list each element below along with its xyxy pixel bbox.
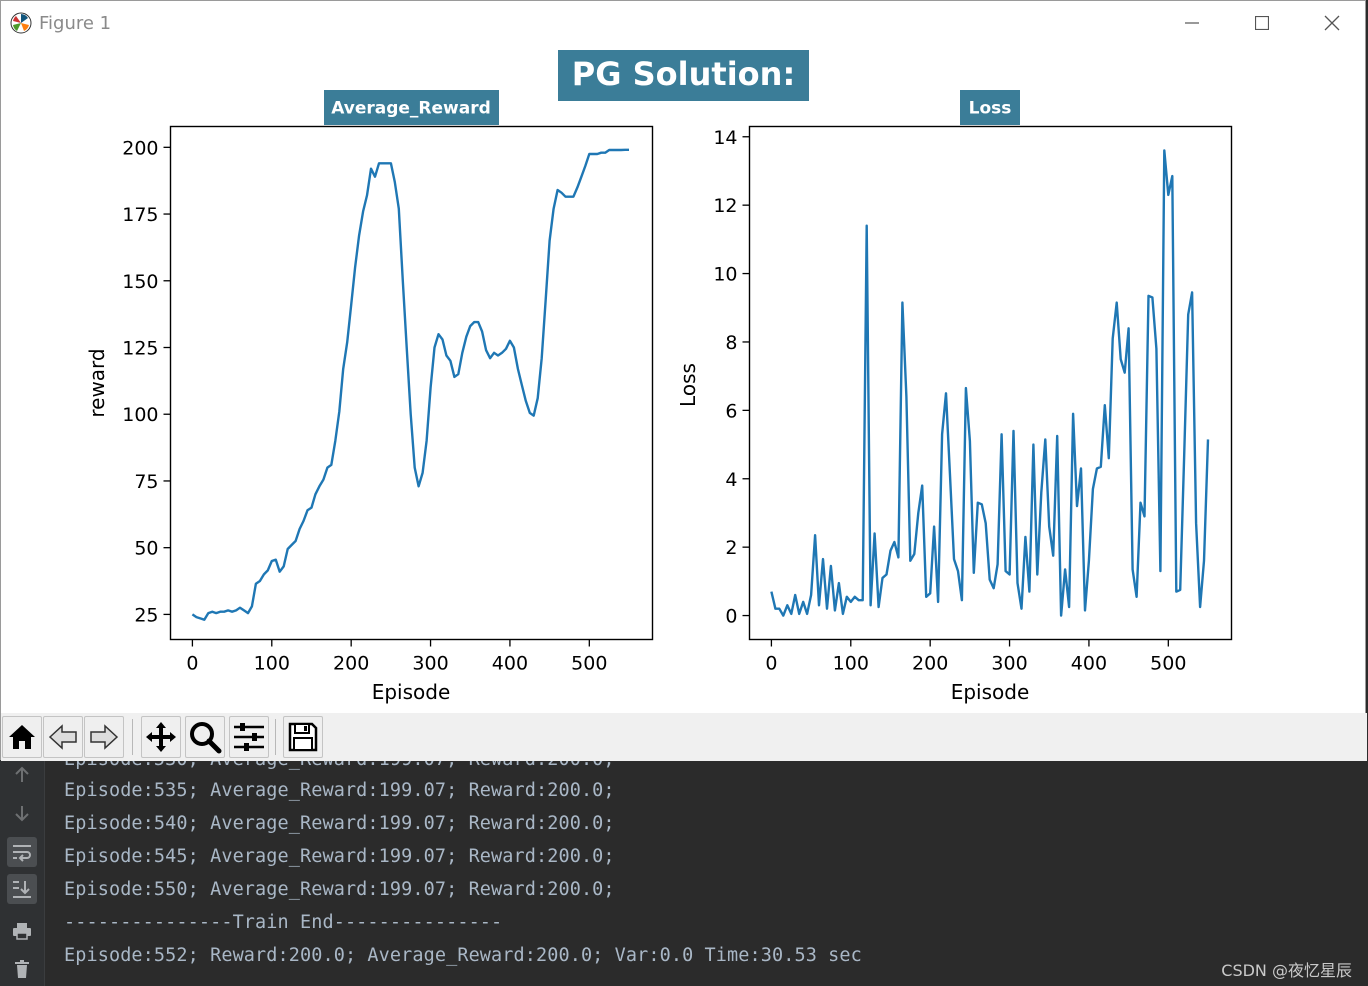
loss-title: Loss xyxy=(969,99,1012,119)
average-reward-ytick-label: 100 xyxy=(122,404,158,426)
toolbar-separator xyxy=(132,719,133,755)
loss-ytick-label: 2 xyxy=(725,537,737,559)
soft-wrap-icon[interactable] xyxy=(7,837,37,867)
close-button[interactable] xyxy=(1299,1,1365,45)
average-reward-ytick-label: 200 xyxy=(122,137,158,159)
average-reward-xtick-label: 500 xyxy=(571,653,607,675)
maximize-button[interactable] xyxy=(1229,1,1295,45)
window-title: Figure 1 xyxy=(39,13,112,34)
figure-window: Figure 1 PG Solution: Average_Reward 0 10… xyxy=(0,0,1367,761)
loss-ytick-label: 6 xyxy=(725,400,737,422)
minimize-icon xyxy=(1185,22,1199,24)
average-reward-ytick-label: 125 xyxy=(122,338,158,360)
average-reward-xtick-label: 200 xyxy=(333,653,369,675)
zoom-icon xyxy=(190,722,222,754)
title-bar[interactable]: Figure 1 xyxy=(1,1,1365,45)
pan-icon xyxy=(146,722,176,752)
average-reward-xtick-label: 0 xyxy=(186,653,198,675)
scroll-up-icon[interactable] xyxy=(7,760,37,790)
save-icon xyxy=(288,722,318,752)
scroll-to-end-icon[interactable] xyxy=(7,874,37,904)
average-reward-ylabel: reward xyxy=(85,348,109,417)
loss-ytick-label: 14 xyxy=(713,127,737,149)
loss-xtick-label: 500 xyxy=(1150,653,1186,675)
loss-ytick-label: 4 xyxy=(725,469,737,491)
back-button[interactable] xyxy=(43,716,83,758)
console-line: Episode:535; Average_Reward:199.07; Rewa… xyxy=(64,780,615,801)
forward-button[interactable] xyxy=(84,716,124,758)
loss-xtick-label: 300 xyxy=(991,653,1027,675)
loss-xtick-label: 200 xyxy=(912,653,948,675)
loss-xtick-label: 100 xyxy=(833,653,869,675)
back-icon xyxy=(48,724,77,750)
loss-xlabel: Episode xyxy=(951,680,1030,704)
suptitle-box xyxy=(558,50,809,101)
configure-subplots-icon xyxy=(234,723,264,751)
watermark: CSDN @夜忆星辰 xyxy=(1221,961,1352,980)
configure-subplots-button[interactable] xyxy=(229,716,269,758)
loss-ytick-label: 0 xyxy=(725,606,737,628)
average-reward-axes: Average_Reward 0 100 200 300 400 500 25 50 75 100… xyxy=(85,90,654,704)
minimize-button[interactable] xyxy=(1159,1,1225,45)
forward-icon xyxy=(90,724,119,750)
home-button[interactable] xyxy=(2,716,42,758)
console-line: ---------------Train End--------------- xyxy=(64,912,503,933)
average-reward-xtick-label: 100 xyxy=(254,653,290,675)
loss-ytick-label: 8 xyxy=(725,332,737,354)
console-line: Episode:552; Reward:200.0; Average_Rewar… xyxy=(64,945,862,966)
average-reward-frame xyxy=(169,125,654,641)
figure-svg: PG Solution: Average_Reward 0 100 200 300 40… xyxy=(85,50,1233,704)
average-reward-ytick-label: 25 xyxy=(134,604,158,626)
loss-frame xyxy=(748,125,1233,641)
scroll-down-icon[interactable] xyxy=(7,798,37,828)
matplotlib-logo-icon xyxy=(10,12,32,34)
loss-title-box xyxy=(960,90,1020,125)
run-console: Episode:530; Average_Reward:199.07; Rewa… xyxy=(0,749,1368,986)
suptitle: PG Solution: xyxy=(572,55,795,93)
average-reward-title-box xyxy=(324,90,499,125)
close-icon xyxy=(1324,15,1340,31)
loss-axes: Loss 0 100 200 300 400 500 0 2 4 6 8 10 12 14 Episode… xyxy=(676,90,1233,704)
clear-all-icon[interactable] xyxy=(7,954,37,984)
loss-xtick-label: 0 xyxy=(765,653,777,675)
loss-ytick-label: 12 xyxy=(713,195,737,217)
average-reward-xlabel: Episode xyxy=(372,680,451,704)
print-icon[interactable] xyxy=(7,916,37,946)
figure-canvas[interactable]: PG Solution: Average_Reward 0 100 200 300 40… xyxy=(1,45,1367,713)
loss-ytick-label: 10 xyxy=(713,264,737,286)
console-line: Episode:545; Average_Reward:199.07; Rewa… xyxy=(64,846,615,867)
average-reward-xtick-label: 400 xyxy=(492,653,528,675)
console-gutter xyxy=(0,760,45,986)
zoom-button[interactable] xyxy=(185,716,225,758)
home-icon xyxy=(9,725,35,749)
average-reward-ytick-label: 150 xyxy=(122,271,158,293)
navigation-toolbar xyxy=(1,713,1367,761)
average-reward-title: Average_Reward xyxy=(331,99,491,119)
save-button[interactable] xyxy=(283,716,323,758)
average-reward-ytick-label: 175 xyxy=(122,204,158,226)
console-line: Episode:550; Average_Reward:199.07; Rewa… xyxy=(64,879,615,900)
loss-ylabel: Loss xyxy=(676,363,700,407)
toolbar-separator xyxy=(275,719,276,755)
average-reward-xtick-label: 300 xyxy=(412,653,448,675)
pan-button[interactable] xyxy=(141,716,181,758)
console-line: Episode:540; Average_Reward:199.07; Rewa… xyxy=(64,813,615,834)
average-reward-ytick-label: 75 xyxy=(134,471,158,493)
loss-xtick-label: 400 xyxy=(1071,653,1107,675)
loss-line xyxy=(770,149,1210,617)
maximize-icon xyxy=(1255,16,1269,30)
average-reward-line xyxy=(191,148,629,621)
average-reward-ytick-label: 50 xyxy=(134,538,158,560)
